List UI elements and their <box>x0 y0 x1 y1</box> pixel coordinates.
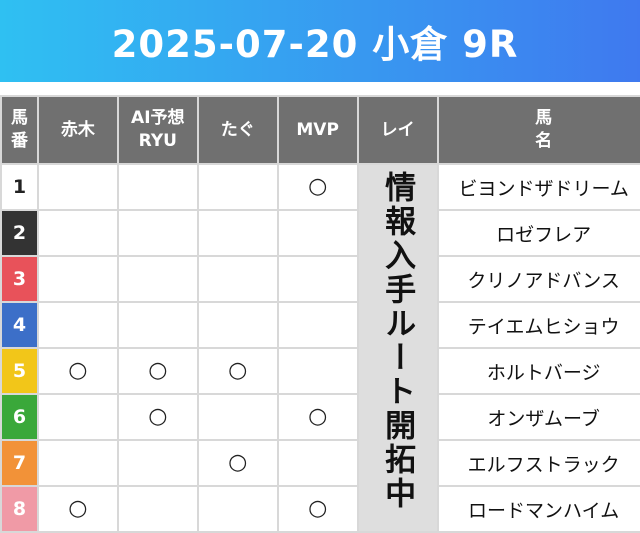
header-tagu: たぐ <box>196 95 279 165</box>
mark-tagu <box>196 301 279 349</box>
mark-akagi: ○ <box>36 485 119 533</box>
table-row: 5 ○ ○ ○ ホルトバージ <box>0 347 640 395</box>
mark-mvp: ○ <box>276 163 359 211</box>
horse-name: ロードマンハイム <box>436 485 640 533</box>
horse-number: 1 <box>0 163 39 211</box>
mark-akagi <box>36 255 119 303</box>
race-header: 2025-07-20 小倉 9R <box>0 0 640 82</box>
mark-mvp <box>276 301 359 349</box>
horse-number: 2 <box>0 209 39 257</box>
horse-name: エルフストラック <box>436 439 640 487</box>
table-row: 1 ○ 情報入手ルート開拓中 ビヨンドザドリーム <box>0 163 640 533</box>
horse-number: 3 <box>0 255 39 303</box>
mark-ai <box>116 485 199 533</box>
mark-mvp <box>276 209 359 257</box>
mark-mvp <box>276 347 359 395</box>
horse-number: 5 <box>0 347 39 395</box>
mark-akagi <box>36 439 119 487</box>
horse-name: ロゼフレア <box>436 209 640 257</box>
mark-akagi: ○ <box>36 347 119 395</box>
mark-ai <box>116 439 199 487</box>
mark-ai <box>116 301 199 349</box>
mark-mvp: ○ <box>276 393 359 441</box>
horse-name: オンザムーブ <box>436 393 640 441</box>
mark-mvp <box>276 439 359 487</box>
mark-tagu: ○ <box>196 347 279 395</box>
header-horse-number: 馬番 <box>0 95 39 165</box>
table-row: 6 ○ ○ オンザムーブ <box>0 393 640 441</box>
horse-number: 8 <box>0 485 39 533</box>
mark-tagu <box>196 209 279 257</box>
horse-name: テイエムヒショウ <box>436 301 640 349</box>
prediction-table: 馬番 赤木 AI予想 RYU たぐ MVP レイ 馬名 1 ○ 情報入手ルート開拓中ビ… <box>0 95 640 533</box>
horse-number: 7 <box>0 439 39 487</box>
mark-tagu <box>196 163 279 211</box>
horse-name: ホルトバージ <box>436 347 640 395</box>
mark-ai <box>116 163 199 211</box>
mark-mvp: ○ <box>276 485 359 533</box>
table-body: 1 ○ 情報入手ルート開拓中 ビヨンドザドリーム 2 ロゼフレア 3 クリノアドバンス 4 テイエ… <box>0 163 640 533</box>
mark-tagu <box>196 485 279 533</box>
header-horse-name: 馬名 <box>436 95 640 165</box>
rei-note-cell: 情報入手ルート開拓中 <box>356 163 439 533</box>
table-row: 8 ○ ○ ロードマンハイム <box>0 485 640 533</box>
prediction-table-wrapper: 馬番 赤木 AI予想 RYU たぐ MVP レイ 馬名 1 ○ 情報入手ルート開拓中ビ… <box>0 95 640 533</box>
table-row: 2 ロゼフレア <box>0 209 640 257</box>
table-row: 3 クリノアドバンス <box>0 255 640 303</box>
table-row: 7 ○ エルフストラック <box>0 439 640 487</box>
header-akagi: 赤木 <box>36 95 119 165</box>
table-row: 4 テイエムヒショウ <box>0 301 640 349</box>
mark-ai: ○ <box>116 347 199 395</box>
mark-ai <box>116 255 199 303</box>
mark-ai: ○ <box>116 393 199 441</box>
horse-name: ビヨンドザドリーム <box>436 163 640 211</box>
mark-akagi <box>36 301 119 349</box>
horse-name: クリノアドバンス <box>436 255 640 303</box>
table-header-row: 馬番 赤木 AI予想 RYU たぐ MVP レイ 馬名 <box>0 95 640 165</box>
mark-tagu: ○ <box>196 439 279 487</box>
rei-note: 情報入手ルート開拓中 <box>379 171 416 511</box>
mark-tagu <box>196 255 279 303</box>
header-rei: レイ <box>356 95 439 165</box>
race-title: 2025-07-20 小倉 9R <box>111 23 519 66</box>
mark-akagi <box>36 209 119 257</box>
horse-number: 6 <box>0 393 39 441</box>
mark-tagu <box>196 393 279 441</box>
mark-akagi <box>36 163 119 211</box>
header-ai-ryu: AI予想 RYU <box>116 95 199 165</box>
mark-akagi <box>36 393 119 441</box>
mark-ai <box>116 209 199 257</box>
horse-number: 4 <box>0 301 39 349</box>
header-mvp: MVP <box>276 95 359 165</box>
mark-mvp <box>276 255 359 303</box>
